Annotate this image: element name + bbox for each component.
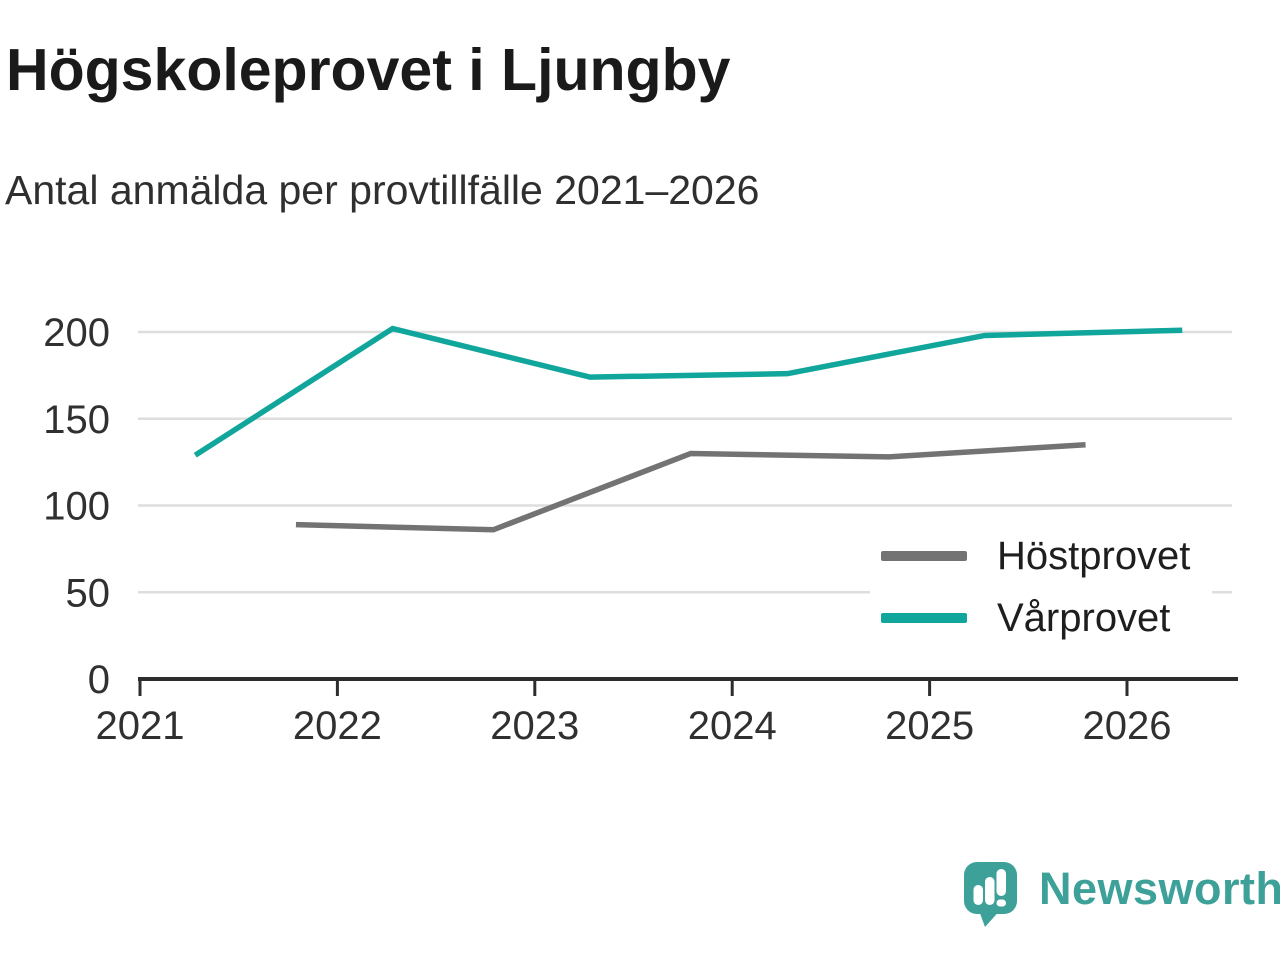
legend-swatch-hostprovet xyxy=(881,551,967,561)
y-tick-label: 100 xyxy=(43,485,110,529)
legend-item-varprovet: Vårprovet xyxy=(870,590,1212,646)
y-tick-label: 200 xyxy=(43,311,110,355)
y-tick-label: 50 xyxy=(66,571,111,615)
legend-item-hostprovet: Höstprovet xyxy=(870,528,1212,584)
y-tick-label: 150 xyxy=(43,398,110,442)
legend-label-hostprovet: Höstprovet xyxy=(997,534,1191,578)
x-tick-label: 2025 xyxy=(885,704,974,748)
x-tick-label: 2021 xyxy=(96,704,185,748)
x-tick-label: 2023 xyxy=(490,704,579,748)
x-tick-label: 2026 xyxy=(1083,704,1172,748)
y-tick-label: 0 xyxy=(88,658,110,702)
series-line-1 xyxy=(193,325,1183,458)
newsworthy-logo-text: Newsworthy xyxy=(1039,863,1280,914)
newsworthy-logo-icon xyxy=(964,862,1017,927)
x-tick-label: 2024 xyxy=(688,704,777,748)
x-tick-label: 2022 xyxy=(293,704,382,748)
chart-title: Högskoleprovet i Ljungby xyxy=(6,37,731,103)
chart-subtitle: Antal anmälda per provtillfälle 2021–202… xyxy=(5,167,760,213)
legend-swatch-varprovet xyxy=(881,613,967,623)
newsworthy-logo: Newsworthy xyxy=(962,860,1280,930)
legend: Höstprovet Vårprovet xyxy=(870,528,1212,646)
legend-label-varprovet: Vårprovet xyxy=(997,596,1171,640)
series-line-0 xyxy=(295,442,1086,533)
